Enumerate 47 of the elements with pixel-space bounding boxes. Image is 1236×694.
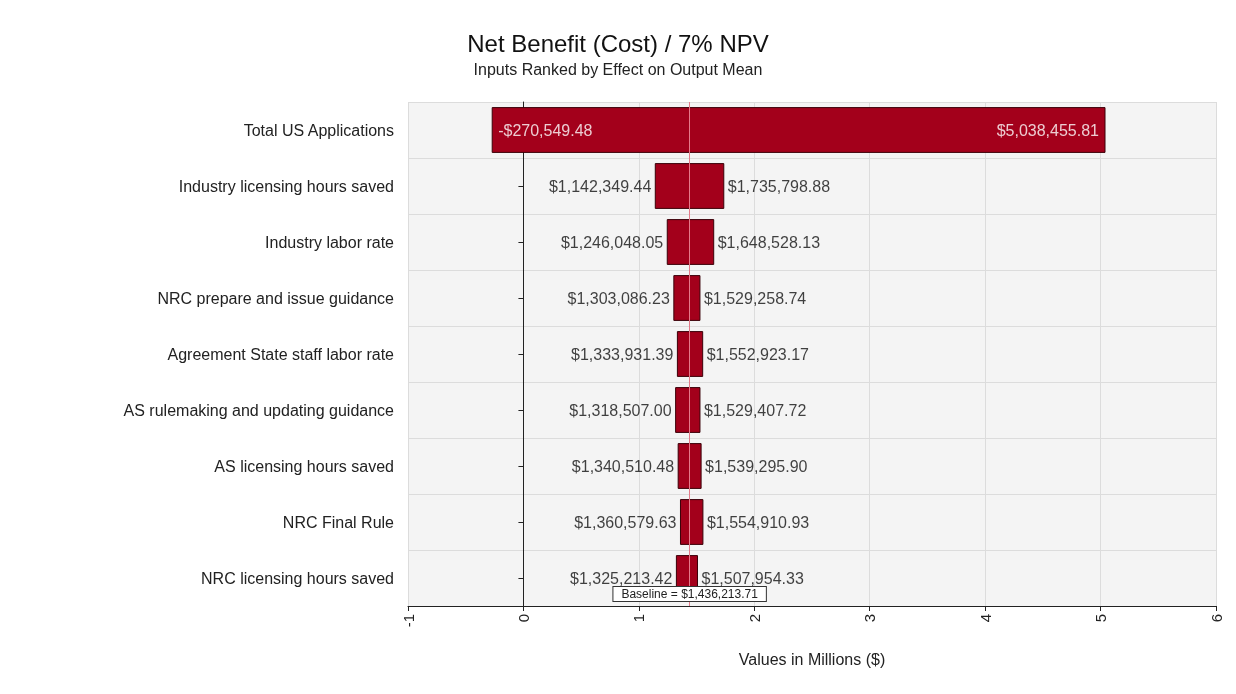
x-tick-label: -1 (399, 614, 417, 628)
annotation: $1,325,213.42 (570, 569, 673, 587)
y-tick-label: Agreement State staff labor rate (167, 345, 395, 363)
annotation: $1,735,798.88 (727, 177, 831, 195)
x-tick-label: 3 (861, 614, 879, 623)
x-axis-title: Values in Millions ($) (738, 650, 886, 668)
annotation: $1,360,579.63 (574, 513, 677, 531)
ref-line-label: Baseline = $1,436,213.71 (621, 587, 759, 601)
annotation: $1,539,295.90 (705, 457, 808, 475)
bar (676, 331, 704, 377)
bar (666, 219, 715, 265)
x-tick-label: 1 (630, 614, 648, 623)
annotation: $1,340,510.48 (571, 457, 675, 475)
bar (675, 387, 701, 433)
bar (679, 499, 704, 545)
annotation: $5,038,455.81 (996, 121, 1100, 139)
y-tick-label: AS rulemaking and updating guidance (123, 401, 395, 419)
annotation: $1,529,258.74 (703, 289, 807, 307)
annotation: $1,303,086.23 (567, 289, 670, 307)
annotation: $1,142,349.44 (548, 177, 652, 195)
y-tick-label: AS licensing hours saved (214, 457, 394, 475)
annotation: $1,529,407.72 (703, 401, 807, 419)
chart-title: Net Benefit (Cost) / 7% NPV (467, 29, 769, 57)
bar (654, 163, 725, 209)
chart-subtitle: Inputs Ranked by Effect on Output Mean (473, 60, 763, 78)
x-tick-label: 4 (976, 614, 994, 623)
annotation: $1,554,910.93 (706, 513, 810, 531)
x-tick-label: 6 (1207, 614, 1225, 623)
annotation: $1,318,507.00 (569, 401, 672, 419)
y-tick-label: NRC prepare and issue guidance (157, 289, 395, 307)
bar (673, 275, 701, 321)
annotation: -$270,549.48 (498, 121, 593, 139)
y-tick-label: Total US Applications (243, 121, 394, 139)
y-tick-label: NRC Final Rule (282, 513, 395, 531)
annotation: $1,507,954.33 (701, 569, 804, 587)
bar (677, 443, 702, 489)
bar (491, 107, 1106, 153)
annotation: $1,648,528.13 (717, 233, 821, 251)
y-tick-label: Industry licensing hours saved (178, 177, 394, 195)
annotation: $1,333,931.39 (571, 345, 674, 363)
y-tick-label: NRC licensing hours saved (201, 569, 394, 587)
x-tick-label: 2 (745, 614, 763, 623)
x-tick-label: 5 (1092, 614, 1110, 623)
y-tick-label: Industry labor rate (265, 233, 395, 251)
x-tick-label: 0 (514, 614, 532, 623)
annotation: $1,246,048.05 (560, 233, 664, 251)
annotation: $1,552,923.17 (706, 345, 810, 363)
